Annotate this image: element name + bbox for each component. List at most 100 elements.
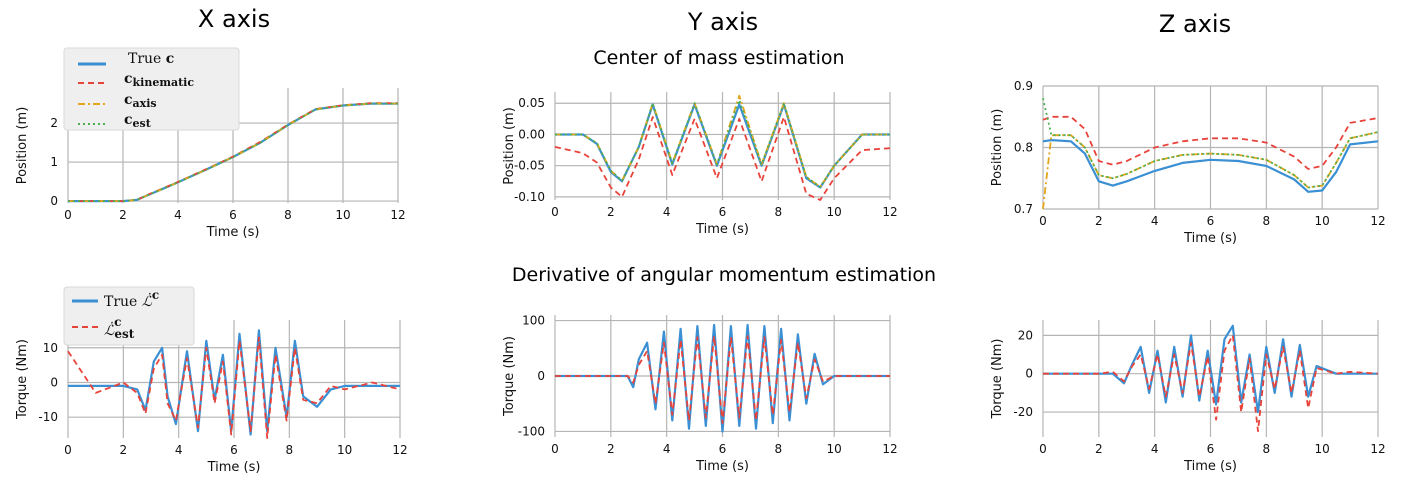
x-tick-label: 10 bbox=[827, 205, 842, 219]
x-tick-label: 12 bbox=[1370, 442, 1385, 456]
x-axis-label: Time (s) bbox=[207, 460, 261, 475]
y-tick-label: 20 bbox=[1018, 328, 1033, 342]
legend-true-c-label: True c bbox=[128, 51, 174, 67]
x-tick-label: 10 bbox=[337, 443, 352, 457]
x-tick-label: 12 bbox=[882, 442, 897, 456]
x-tick-label: 10 bbox=[1315, 442, 1330, 456]
y-tick-label: 2 bbox=[50, 116, 58, 130]
x-tick-label: 4 bbox=[1151, 442, 1159, 456]
x-axis-label: Time (s) bbox=[1183, 231, 1237, 246]
x-tick-label: 4 bbox=[174, 208, 182, 222]
y-tick-label: 10 bbox=[43, 341, 58, 355]
x-tick-label: 0 bbox=[64, 443, 72, 457]
x-tick-label: 6 bbox=[719, 442, 727, 456]
y-tick-label: 100 bbox=[522, 314, 545, 328]
x-tick-label: 2 bbox=[120, 443, 128, 457]
x-tick-label: 2 bbox=[1095, 442, 1103, 456]
y-axis-label: Position (m) bbox=[502, 107, 517, 185]
x-tick-label: 8 bbox=[1263, 442, 1271, 456]
series-line bbox=[555, 335, 890, 425]
legend-com: True c ckinematic caxis cest bbox=[63, 47, 240, 131]
x-tick-label: 8 bbox=[286, 443, 294, 457]
y-axis-label: Position (m) bbox=[990, 109, 1005, 187]
series-line bbox=[1042, 115, 1379, 170]
col-title-x: X axis bbox=[198, 5, 270, 33]
dl-z-panel: 0 2 4 6 8 10 12 -20 0 20 Time (s) Torque (Nm) bbox=[990, 320, 1386, 474]
x-tick-label: 4 bbox=[663, 205, 671, 219]
row-title-dl: Derivative of angular momentum estimatio… bbox=[512, 264, 936, 286]
x-tick-label: 6 bbox=[230, 443, 238, 457]
com-z-panel: 0 2 4 6 8 10 12 0.7 0.8 0.9 Time (s) Position (m) bbox=[990, 79, 1386, 246]
series-line bbox=[67, 336, 401, 439]
x-tick-label: 0 bbox=[551, 442, 559, 456]
x-tick-label: 4 bbox=[663, 442, 671, 456]
x-tick-label: 6 bbox=[719, 205, 727, 219]
x-tick-label: 12 bbox=[882, 205, 897, 219]
legend-true-dl-label: True ℒ̇c bbox=[104, 288, 159, 310]
x-tick-label: 0 bbox=[64, 208, 72, 222]
x-tick-label: 4 bbox=[175, 443, 183, 457]
x-tick-label: 6 bbox=[1207, 214, 1215, 228]
y-tick-label: -0.10 bbox=[514, 190, 545, 204]
x-tick-label: 2 bbox=[119, 208, 127, 222]
legend-dl: True ℒ̇c ℒ̇c est bbox=[63, 286, 195, 346]
y-tick-label: -0.05 bbox=[514, 159, 545, 173]
y-tick-label: 0.8 bbox=[1014, 141, 1033, 155]
y-tick-label: -20 bbox=[1013, 405, 1033, 419]
com-y-panel: 0 2 4 6 8 10 12 -0.10 -0.05 0.00 0.05 Time (s) Posit… bbox=[502, 92, 898, 237]
series-line bbox=[1042, 131, 1379, 210]
x-tick-label: 12 bbox=[1370, 214, 1385, 228]
y-axis-label: Torque (Nm) bbox=[502, 336, 517, 417]
legend-c-kinematic-label: ckinematic bbox=[124, 71, 194, 89]
series-line bbox=[1042, 139, 1379, 193]
x-tick-label: 10 bbox=[827, 442, 842, 456]
x-tick-label: 2 bbox=[607, 442, 615, 456]
x-tick-label: 8 bbox=[775, 442, 783, 456]
x-tick-label: 0 bbox=[1039, 214, 1047, 228]
series-line bbox=[68, 102, 398, 203]
y-tick-label: 0 bbox=[50, 194, 58, 208]
y-axis-label: Position (m) bbox=[15, 107, 30, 185]
x-tick-label: 0 bbox=[1039, 442, 1047, 456]
col-title-z: Z axis bbox=[1159, 10, 1231, 38]
series-line bbox=[555, 323, 890, 433]
dl-x-panel: 0 2 4 6 8 10 12 -10 0 10 Time (s) Torque (Nm) bbox=[15, 320, 408, 475]
x-tick-label: 0 bbox=[551, 205, 559, 219]
x-tick-label: 6 bbox=[229, 208, 237, 222]
y-tick-label: 1 bbox=[50, 155, 58, 169]
legend-com-box bbox=[63, 47, 240, 131]
x-tick-label: 2 bbox=[1095, 214, 1103, 228]
y-axis-label: Torque (Nm) bbox=[990, 339, 1005, 420]
y-tick-label: 0.7 bbox=[1014, 202, 1033, 216]
legend-c-est-label: cest bbox=[124, 112, 152, 130]
legend-c-axis-label: caxis bbox=[124, 92, 157, 110]
x-tick-label: 8 bbox=[775, 205, 783, 219]
y-tick-label: -100 bbox=[518, 424, 545, 438]
x-tick-label: 12 bbox=[390, 208, 405, 222]
x-tick-label: 10 bbox=[335, 208, 350, 222]
dl-y-panel: 0 2 4 6 8 10 12 -100 0 100 Time (s) Torque (Nm) bbox=[502, 314, 898, 474]
x-axis-label: Time (s) bbox=[1183, 459, 1237, 474]
y-tick-label: 0 bbox=[1025, 367, 1033, 381]
x-tick-label: 4 bbox=[1151, 214, 1159, 228]
x-tick-label: 8 bbox=[1263, 214, 1271, 228]
x-tick-label: 2 bbox=[607, 205, 615, 219]
x-tick-label: 6 bbox=[1207, 442, 1215, 456]
series-line bbox=[1043, 324, 1378, 414]
col-title-y: Y axis bbox=[687, 8, 758, 36]
series-line bbox=[555, 99, 890, 188]
x-axis-label: Time (s) bbox=[695, 459, 749, 474]
y-tick-label: 0 bbox=[50, 375, 58, 389]
y-tick-label: 0.9 bbox=[1014, 79, 1033, 93]
y-tick-label: 0.00 bbox=[518, 127, 545, 141]
x-tick-label: 12 bbox=[392, 443, 407, 457]
x-tick-label: 10 bbox=[1315, 214, 1330, 228]
row-title-com: Center of mass estimation bbox=[593, 47, 844, 69]
y-tick-label: 0.05 bbox=[518, 96, 545, 110]
y-tick-label: -10 bbox=[38, 410, 58, 424]
x-axis-label: Time (s) bbox=[695, 222, 749, 237]
x-tick-label: 8 bbox=[284, 208, 292, 222]
